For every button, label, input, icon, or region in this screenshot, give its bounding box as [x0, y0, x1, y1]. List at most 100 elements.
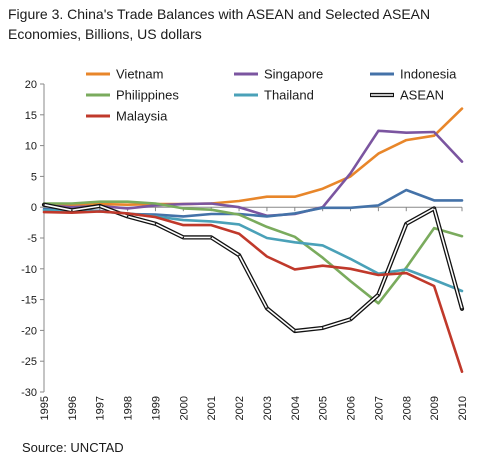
data-point-indonesia — [154, 213, 157, 216]
data-point-vietnam — [126, 203, 129, 206]
data-point-asean — [43, 203, 45, 206]
data-point-malaysia — [294, 268, 296, 271]
data-point-asean — [294, 330, 296, 332]
data-point-malaysia — [433, 285, 435, 287]
legend-item-malaysia: Malaysia — [86, 109, 168, 124]
data-point-singapore — [433, 131, 435, 133]
x-tick-label: 1995 — [39, 396, 51, 420]
chart-legend: Vietnam Singapore Indonesia Philippines Thai… — [86, 67, 457, 124]
data-point-vietnam — [349, 175, 352, 178]
data-point-philippines — [126, 200, 129, 203]
chart-title-line-2: Economies, Billions, US dollars — [8, 26, 202, 42]
data-point-vietnam — [377, 152, 380, 155]
x-tick-label: 1997 — [95, 396, 107, 420]
data-point-asean — [349, 318, 352, 321]
data-point-vietnam — [433, 134, 435, 137]
data-point-vietnam — [321, 187, 324, 190]
x-tick-label: 2001 — [206, 396, 218, 420]
y-tick-label: 0 — [31, 202, 37, 214]
y-tick-label: -15 — [21, 295, 37, 307]
data-point-thailand — [266, 237, 268, 239]
data-point-vietnam — [238, 200, 240, 202]
data-point-philippines — [154, 202, 157, 205]
x-tick-label: 1999 — [150, 396, 162, 420]
x-tick-label: 2007 — [373, 396, 385, 420]
data-point-singapore — [461, 160, 463, 163]
data-point-indonesia — [405, 189, 408, 191]
data-point-malaysia — [461, 370, 463, 373]
data-point-philippines — [238, 213, 240, 216]
y-tick-label: -25 — [21, 356, 37, 368]
data-point-philippines — [405, 266, 408, 269]
data-point-philippines — [433, 227, 435, 229]
data-point-thailand — [238, 223, 240, 226]
data-point-vietnam — [294, 195, 296, 198]
x-tick-label: 1996 — [67, 396, 79, 420]
data-point-indonesia — [321, 207, 324, 209]
data-point-indonesia — [182, 215, 185, 218]
legend-label-asean: ASEAN — [400, 88, 444, 103]
legend-item-singapore: Singapore — [234, 67, 323, 82]
data-point-asean — [461, 308, 463, 310]
data-point-philippines — [266, 226, 268, 228]
data-point-asean — [238, 254, 240, 256]
series-line-asean-inner — [43, 203, 463, 332]
data-point-indonesia — [294, 212, 296, 215]
y-tick-label: -10 — [21, 264, 37, 276]
data-point-thailand — [210, 220, 212, 223]
legend-label-philippines: Philippines — [116, 88, 179, 103]
data-point-malaysia — [377, 274, 380, 276]
data-point-asean — [126, 215, 129, 218]
y-tick-label: 15 — [25, 110, 37, 122]
data-point-thailand — [43, 209, 45, 212]
y-tick-label: 20 — [25, 79, 37, 91]
data-point-malaysia — [126, 212, 129, 215]
series-malaysia — [42, 210, 464, 374]
data-point-asean — [71, 209, 73, 212]
legend-item-philippines: Philippines — [86, 88, 179, 103]
series-line-singapore — [42, 129, 464, 218]
series-line-vietnam — [42, 107, 464, 207]
x-tick-label: 2000 — [178, 396, 190, 420]
data-point-indonesia — [461, 199, 463, 202]
data-point-asean — [377, 293, 380, 296]
data-point-singapore — [349, 172, 352, 175]
data-point-singapore — [182, 203, 185, 205]
data-point-indonesia — [433, 199, 435, 202]
legend-label-vietnam: Vietnam — [116, 67, 163, 82]
data-point-malaysia — [238, 232, 240, 235]
y-tick-label: 5 — [31, 171, 37, 183]
data-point-thailand — [294, 241, 296, 244]
x-tick-label: 1998 — [123, 396, 135, 420]
data-point-philippines — [321, 256, 324, 259]
y-tick-label: -20 — [21, 325, 37, 337]
y-tick-label: -30 — [21, 387, 37, 399]
x-tick-label: 2010 — [457, 396, 469, 420]
x-tick-label: 2004 — [290, 396, 302, 420]
data-point-malaysia — [349, 268, 352, 270]
series-line-asean-outer — [41, 202, 465, 334]
data-point-asean — [154, 223, 157, 225]
data-point-malaysia — [154, 216, 157, 218]
data-point-malaysia — [71, 211, 73, 214]
data-point-philippines — [71, 202, 73, 205]
series-line-malaysia — [42, 210, 464, 374]
data-point-asean — [98, 205, 101, 207]
data-point-asean — [433, 207, 435, 210]
data-point-indonesia — [349, 207, 352, 209]
chart-title-line-1: Figure 3. China's Trade Balances with AS… — [8, 6, 431, 22]
data-point-indonesia — [210, 213, 212, 215]
x-tick-label: 2003 — [262, 396, 274, 420]
legend-label-malaysia: Malaysia — [116, 109, 168, 124]
data-point-vietnam — [461, 107, 463, 110]
y-tick-label: 10 — [25, 141, 37, 153]
data-point-singapore — [154, 204, 157, 207]
data-point-singapore — [405, 131, 408, 134]
data-point-asean — [321, 327, 324, 329]
data-point-asean — [405, 223, 408, 225]
data-point-singapore — [238, 206, 240, 208]
data-point-asean — [210, 236, 212, 239]
x-tick-label: 2006 — [346, 396, 358, 420]
